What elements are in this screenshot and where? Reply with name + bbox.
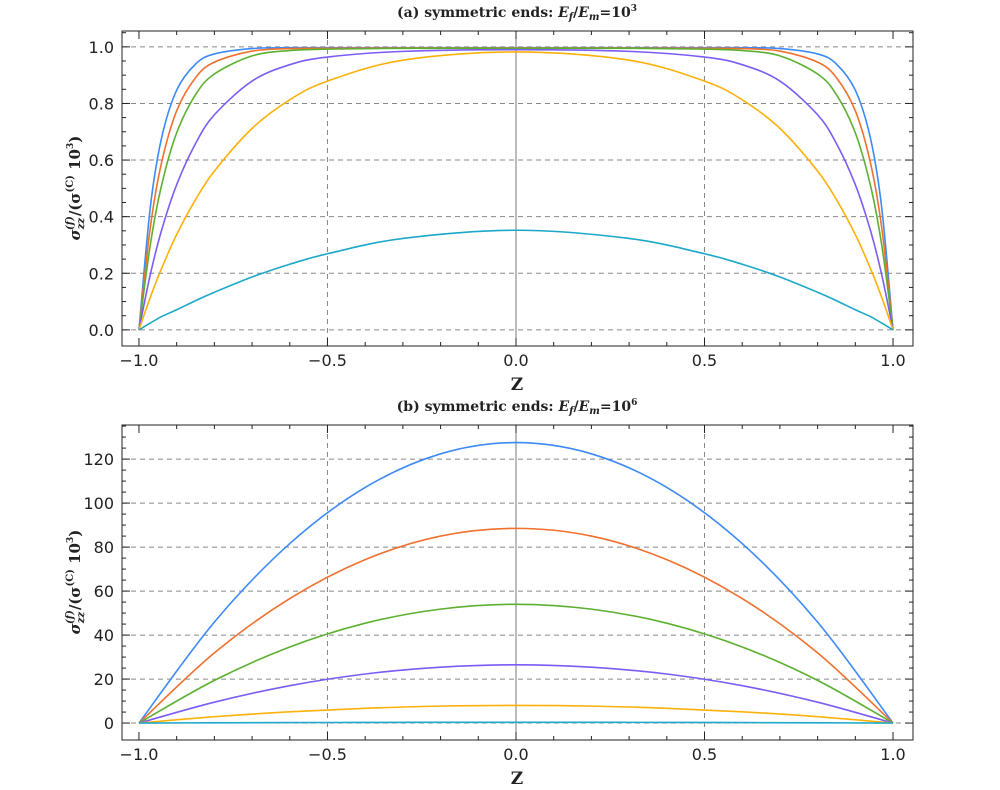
title-text: f (568, 12, 575, 23)
x-tick-label: 0.0 (503, 351, 528, 370)
y-label-text: /(σ (66, 587, 84, 611)
y-label-text: σ (66, 228, 84, 240)
y-tick-label: 0.6 (89, 151, 114, 170)
panel-b: −1.0 −0.5 0.0 0.5 1.0 0 20 40 60 80 100 120 (b) symm… (65, 398, 914, 789)
title-text: E (577, 5, 589, 21)
x-tick-label: 0.5 (692, 745, 717, 764)
series-line-2 (138, 527, 894, 724)
x-tick-label: 1.0 (880, 745, 905, 764)
title-text: 6 (631, 398, 637, 408)
x-axis-label: Z (511, 769, 523, 789)
chart-title: (b) symmetric ends: Ef/Em=106 (397, 398, 638, 417)
title-text: m (589, 406, 600, 417)
y-tick-label: 80 (94, 538, 114, 557)
x-tick-label: −0.5 (308, 351, 347, 370)
title-text: E (578, 399, 590, 415)
title-text: E (557, 5, 569, 21)
title-text: f (568, 406, 575, 417)
x-tick-label: 0.5 (692, 351, 717, 370)
title-text: (b) symmetric ends: (397, 399, 559, 415)
y-tick-label: 0 (104, 714, 114, 733)
x-tick-label: −1.0 (120, 351, 159, 370)
y-tick-label: 1.0 (89, 38, 114, 57)
x-tick-label: −0.5 (308, 745, 347, 764)
y-tick-label: 0.2 (89, 264, 114, 283)
x-tick-label: −1.0 (120, 745, 159, 764)
x-tick-label: 1.0 (880, 351, 905, 370)
plot-frame (121, 424, 914, 741)
title-text: m (589, 12, 600, 23)
y-tick-label: 40 (94, 626, 114, 645)
y-label-text: 10 (66, 543, 84, 569)
series-line-4 (138, 663, 894, 724)
x-axis-label: Z (511, 375, 523, 395)
series-line-6 (138, 229, 894, 331)
y-label-text: zz (76, 218, 87, 231)
y-label-text: ) (66, 530, 84, 537)
series-line-1 (138, 441, 894, 724)
series-line-3 (138, 47, 894, 330)
y-label-text: ) (66, 136, 84, 143)
chart-title: (a) symmetric ends: Ef/Em=103 (397, 4, 637, 23)
y-label-text: 3 (66, 143, 76, 149)
series-line-4 (138, 48, 894, 331)
y-tick-label: 120 (83, 450, 114, 469)
y-label-text: (f) (65, 216, 76, 230)
title-text: E (557, 399, 569, 415)
y-label-text: /(σ (66, 193, 84, 217)
y-tick-label: 60 (94, 582, 114, 601)
series-line-3 (138, 603, 894, 724)
y-tick-label: 20 (94, 670, 114, 689)
title-text: (a) symmetric ends: (397, 5, 558, 21)
y-tick-label: 100 (83, 494, 114, 513)
y-label-text: (C) (65, 569, 76, 586)
title-text: / (573, 399, 579, 415)
series-line-5 (138, 704, 894, 724)
y-axis-label: σzz(f)/(σ(C) 103) (65, 136, 87, 241)
series-line-5 (138, 51, 894, 331)
y-label-text: (f) (65, 610, 76, 624)
plot-frame (121, 30, 914, 347)
panel-a: −1.0 −0.5 0.0 0.5 1.0 0.0 0.2 0.4 0.6 0.8 1.0 (a) s… (65, 4, 914, 395)
y-label-text: 10 (66, 149, 84, 175)
series-line-6 (138, 721, 894, 724)
title-text: 3 (631, 4, 637, 14)
y-label-text: zz (76, 612, 87, 625)
x-tick-label: 0.0 (503, 745, 528, 764)
y-label-text: (C) (65, 175, 76, 192)
title-text: =10 (600, 399, 631, 415)
title-text: =10 (600, 5, 631, 21)
y-label-text: σ (66, 622, 84, 634)
title-text: / (573, 5, 579, 21)
y-axis-label: σzz(f)/(σ(C) 103) (65, 530, 87, 635)
y-tick-label: 0.0 (89, 321, 114, 340)
y-label-text: 3 (66, 537, 76, 543)
y-tick-label: 0.4 (89, 208, 114, 227)
y-tick-label: 0.8 (89, 94, 114, 113)
